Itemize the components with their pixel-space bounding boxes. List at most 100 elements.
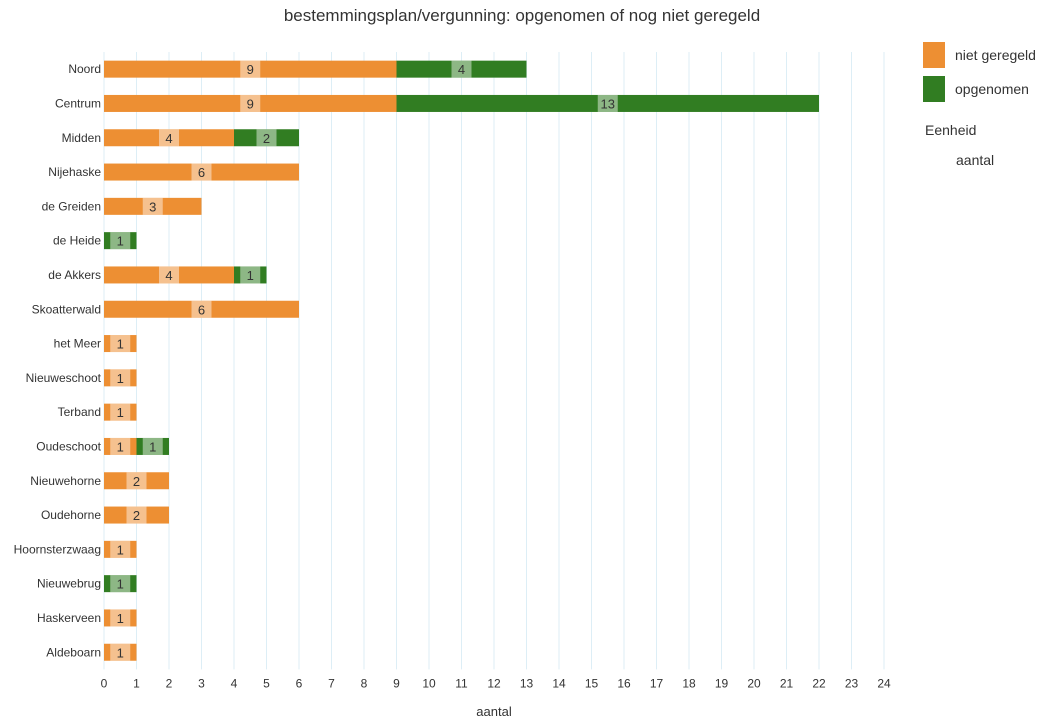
x-tick-label: 2 [166, 676, 173, 690]
data-label-background [451, 60, 472, 78]
x-tick-label: 5 [263, 676, 270, 690]
grid-lines [103, 52, 885, 670]
data-label: 9 [247, 96, 254, 111]
bar-segment[interactable] [104, 369, 137, 387]
data-label-background [597, 94, 618, 112]
category-label: de Akkers [48, 268, 101, 282]
x-tick-label: 3 [198, 676, 205, 690]
bar-segment[interactable] [234, 266, 267, 284]
legend-swatch-niet-geregeld [923, 42, 945, 68]
data-label-background [240, 94, 261, 112]
x-tick-label: 20 [747, 676, 761, 690]
data-label-background [142, 197, 163, 215]
category-labels: Noord Centrum Midden Nijehaske de Greiden de … [14, 62, 102, 659]
data-label-background [159, 129, 179, 147]
bar-segment[interactable] [104, 609, 137, 627]
bar-segment[interactable] [104, 335, 137, 353]
category-label: Nieuwehorne [30, 474, 101, 488]
data-label-background [110, 609, 131, 627]
x-axis-title: aantal [476, 704, 512, 719]
category-label: de Heide [53, 234, 101, 248]
bar-segment[interactable] [104, 403, 137, 421]
legend-item-opgenomen[interactable]: opgenomen [923, 72, 1038, 106]
bar-segment[interactable] [104, 643, 137, 661]
category-label: Noord [68, 62, 101, 76]
x-tick-label: 24 [877, 676, 891, 690]
data-label-background [110, 403, 131, 421]
data-label-background [240, 266, 261, 284]
x-tick-labels: 0 1 2 3 4 5 6 7 8 9 10 11 12 13 14 15 16 17 18 19 20 21 22 23 24 [101, 676, 891, 690]
data-label: 1 [247, 268, 254, 283]
data-label-background [126, 472, 147, 490]
x-tick-label: 17 [650, 676, 664, 690]
data-label-background [110, 437, 131, 455]
data-label: 1 [117, 645, 124, 660]
category-label: Oudeschoot [36, 439, 101, 453]
data-label: 1 [117, 439, 124, 454]
legend-item-niet-geregeld[interactable]: niet geregeld [923, 38, 1038, 72]
bar-segment[interactable] [104, 472, 169, 490]
bar-segment[interactable] [104, 506, 169, 524]
bar-segment[interactable] [396, 60, 527, 78]
legend-swatch-opgenomen [923, 76, 945, 102]
x-tick-label: 16 [617, 676, 631, 690]
bar-segment[interactable] [396, 94, 820, 112]
x-tick-label: 11 [455, 676, 468, 690]
category-label: Centrum [55, 96, 101, 110]
category-label: Haskerveen [37, 611, 101, 625]
data-label: 2 [263, 131, 270, 146]
category-label: Hoornsterzwaag [14, 542, 101, 556]
bar-segment[interactable] [104, 437, 137, 455]
data-label-background [110, 335, 131, 353]
data-label: 9 [247, 62, 254, 77]
data-label-background [142, 437, 163, 455]
data-label: 1 [117, 542, 124, 557]
data-label: 4 [165, 268, 172, 283]
bar-segment[interactable] [234, 129, 299, 147]
bar-segment[interactable] [104, 575, 137, 593]
bar-segment[interactable] [104, 232, 137, 250]
x-tick-label: 13 [520, 676, 534, 690]
bar-segment[interactable] [104, 129, 234, 147]
category-label: Midden [62, 131, 101, 145]
bar-segment[interactable] [136, 437, 170, 455]
x-tick-label: 8 [361, 676, 368, 690]
bar-segment[interactable] [104, 197, 202, 215]
x-tick-label: 18 [682, 676, 696, 690]
category-label: Oudehorne [41, 508, 101, 522]
category-label: Aldeboarn [46, 645, 101, 659]
unit-title: Eenheid [925, 122, 977, 138]
data-label: 6 [198, 302, 205, 317]
x-tick-label: 9 [393, 676, 400, 690]
bar-segment[interactable] [104, 94, 397, 112]
data-label: 2 [133, 508, 140, 523]
data-label: 6 [198, 165, 205, 180]
x-tick-label: 7 [328, 676, 335, 690]
x-tick-label: 14 [552, 676, 566, 690]
bar-segment[interactable] [104, 300, 299, 318]
x-tick-label: 21 [780, 676, 794, 690]
data-label: 13 [601, 96, 615, 111]
category-label: het Meer [54, 337, 101, 351]
data-label-background [159, 266, 179, 284]
data-label: 4 [458, 62, 465, 77]
category-label: Skoatterwald [32, 302, 101, 316]
x-tick-label: 19 [715, 676, 729, 690]
data-label: 1 [117, 611, 124, 626]
category-label: Nieuweschoot [26, 371, 102, 385]
x-tick-label: 0 [101, 676, 108, 690]
x-tick-label: 23 [845, 676, 859, 690]
data-label-background [110, 643, 131, 661]
bar-segment[interactable] [104, 540, 137, 558]
x-tick-label: 4 [231, 676, 238, 690]
bar-segment[interactable] [104, 163, 299, 181]
bar-segment[interactable] [104, 60, 397, 78]
category-label: Nieuwebrug [37, 577, 101, 591]
legend-label-niet-geregeld: niet geregeld [955, 47, 1036, 63]
data-label-background [110, 232, 131, 250]
x-tick-label: 12 [487, 676, 501, 690]
bar-segment[interactable] [104, 266, 234, 284]
data-label: 2 [133, 474, 140, 489]
